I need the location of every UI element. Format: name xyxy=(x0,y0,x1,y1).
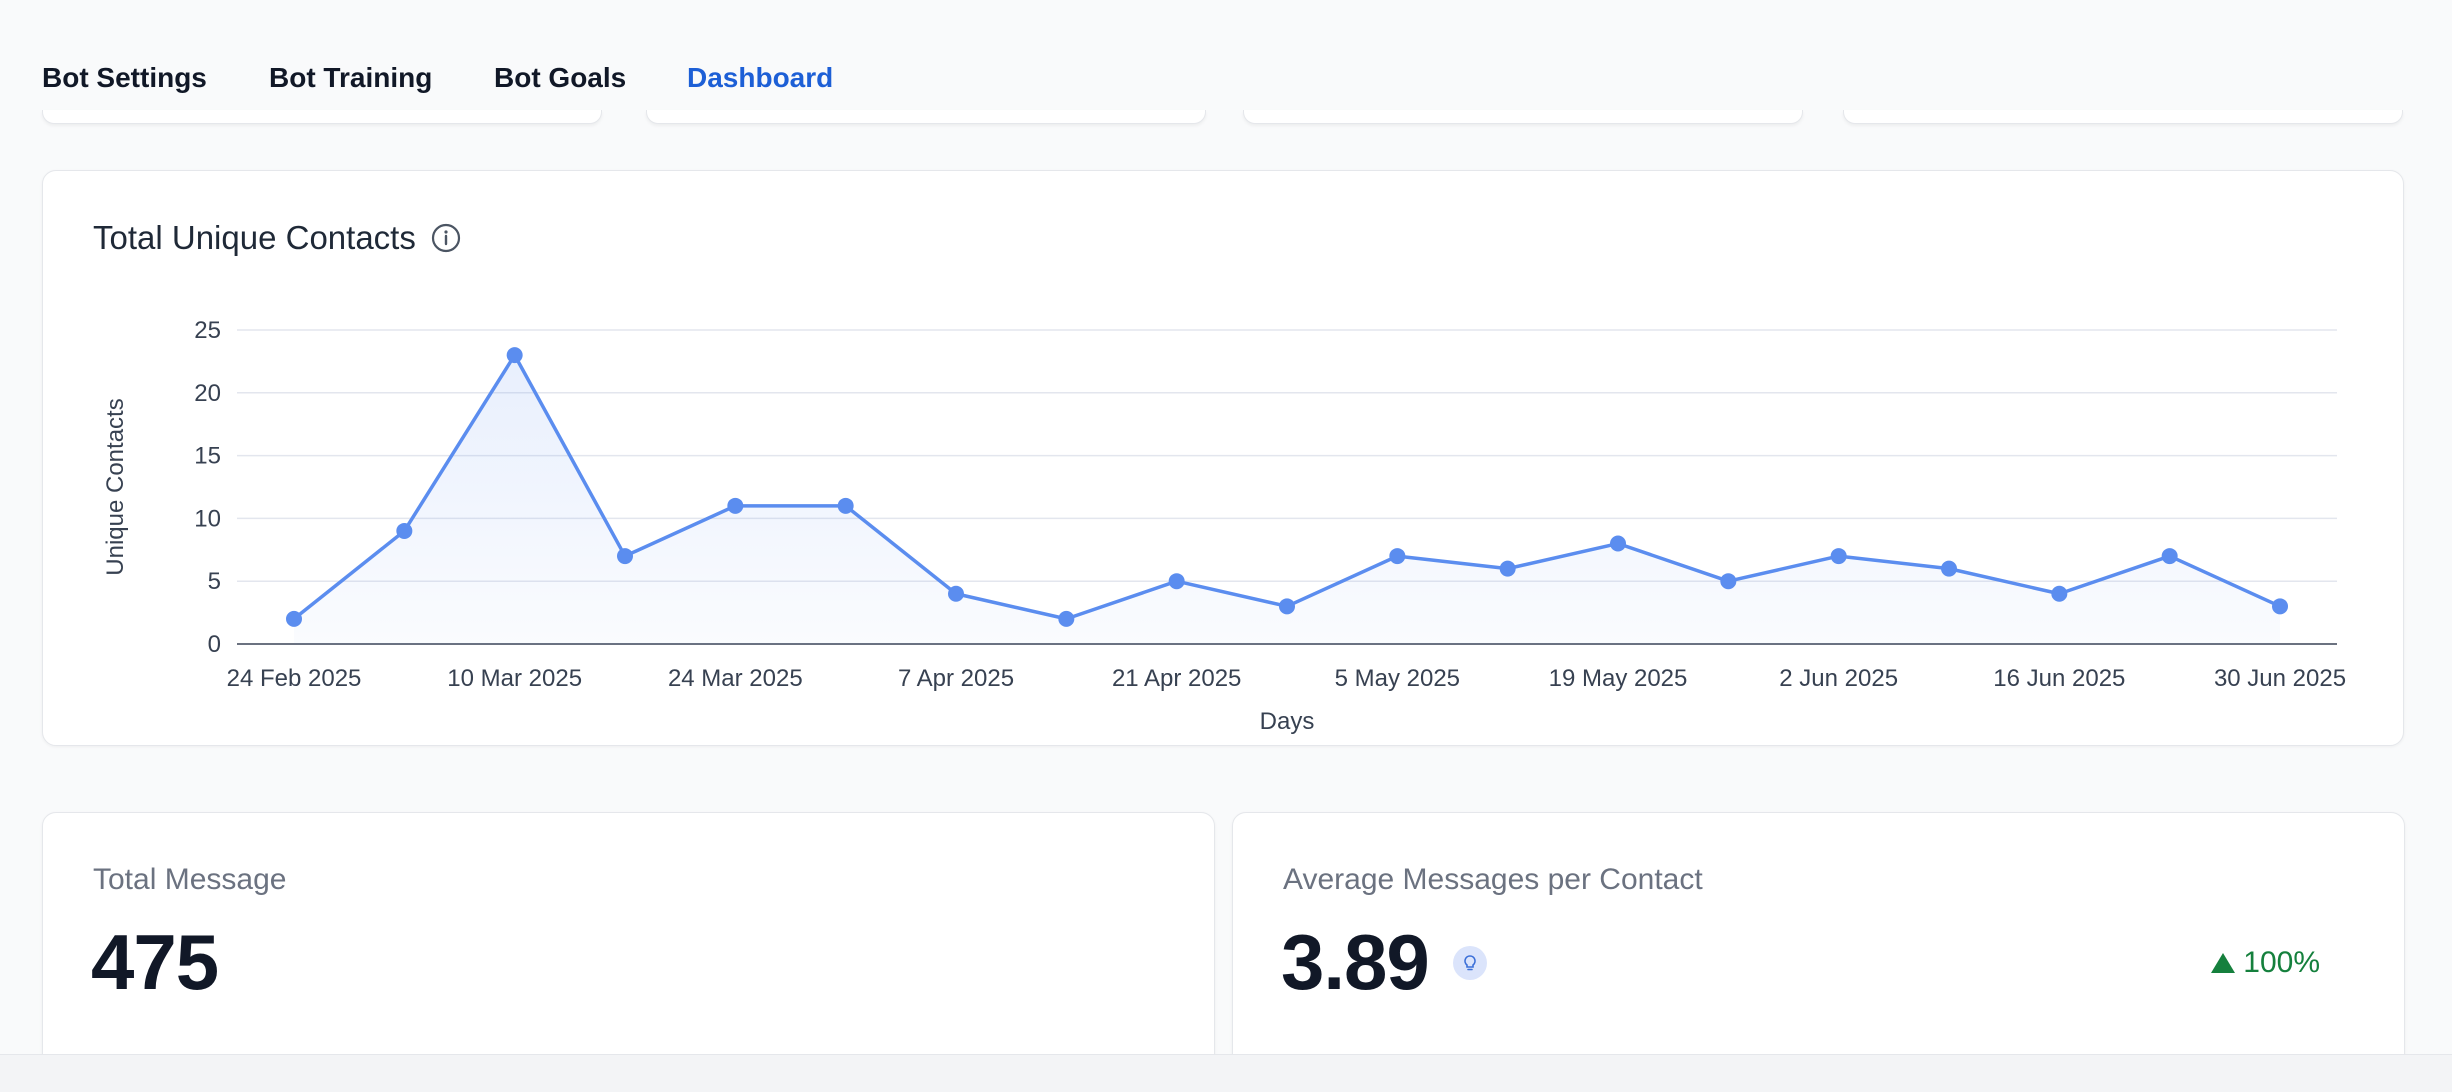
x-tick-label: 5 May 2025 xyxy=(1335,665,1460,692)
x-tick-label: 16 Jun 2025 xyxy=(1993,665,2125,692)
data-point xyxy=(1499,560,1516,577)
data-point xyxy=(1610,535,1626,552)
x-tick-label: 24 Mar 2025 xyxy=(668,665,803,692)
scrolled-card-edge xyxy=(1243,110,1803,124)
data-point xyxy=(396,522,413,539)
triangle-up-icon xyxy=(2211,953,2236,973)
x-tick-label: 7 Apr 2025 xyxy=(898,665,1014,692)
total-message-card: Total Message 475 xyxy=(42,812,1215,1092)
x-tick-label: 2 Jun 2025 xyxy=(1779,665,1898,692)
line-chart: 0 5 10 15 20 25 24 Feb 2025 10 Mar 2025 24 Mar 2… xyxy=(102,317,2346,735)
data-point xyxy=(1720,573,1737,590)
data-point xyxy=(2272,598,2288,615)
chart-header: Total Unique Contacts xyxy=(93,219,462,257)
page-bottom-edge xyxy=(0,1054,2452,1092)
info-icon[interactable] xyxy=(430,222,462,254)
data-point xyxy=(1279,598,1295,615)
y-tick-label: 15 xyxy=(194,443,221,470)
data-point xyxy=(1058,610,1075,627)
data-point xyxy=(948,585,964,602)
stat-label: Average Messages per Contact xyxy=(1283,863,1703,896)
tab-bar: Bot Settings Bot Training Bot Goals Dash… xyxy=(0,0,2452,124)
y-tick-label: 10 xyxy=(194,505,221,532)
x-tick-label: 24 Feb 2025 xyxy=(227,665,362,692)
data-point xyxy=(506,347,523,364)
average-messages-card: Average Messages per Contact 3.89 100% xyxy=(1232,812,2405,1092)
tab-bot-settings[interactable]: Bot Settings xyxy=(42,62,207,93)
data-point xyxy=(727,497,744,514)
y-tick-label: 5 xyxy=(208,568,221,595)
x-tick-label: 10 Mar 2025 xyxy=(447,665,582,692)
tab-dashboard[interactable]: Dashboard xyxy=(687,62,834,93)
chart-title: Total Unique Contacts xyxy=(93,219,416,256)
y-tick-label: 20 xyxy=(194,380,221,407)
stat-label: Total Message xyxy=(93,863,287,896)
x-tick-label: 21 Apr 2025 xyxy=(1112,665,1241,692)
data-point xyxy=(2161,548,2178,565)
series-area xyxy=(294,355,2280,644)
data-point xyxy=(837,497,854,514)
data-point xyxy=(1389,548,1406,565)
tab-bot-goals[interactable]: Bot Goals xyxy=(494,62,627,93)
data-point xyxy=(1830,548,1847,565)
x-tick-label: 30 Jun 2025 xyxy=(2214,665,2346,692)
y-tick-label: 0 xyxy=(208,631,221,658)
y-axis-title: Unique Contacts xyxy=(102,398,129,575)
data-point xyxy=(1168,573,1185,590)
scrolled-card-edge xyxy=(1843,110,2403,124)
data-point xyxy=(617,548,633,565)
total-unique-contacts-card: Total Unique Contacts 0 5 10 15 20 25 24 Feb 2… xyxy=(42,170,2404,746)
change-value: 100% xyxy=(2243,946,2320,979)
stat-value: 475 xyxy=(91,918,219,1006)
scrolled-card-edge xyxy=(42,110,602,124)
scrolled-card-edge xyxy=(646,110,1206,124)
change-indicator: 100% xyxy=(2211,946,2320,980)
data-point xyxy=(286,610,302,627)
data-point xyxy=(2051,585,2068,602)
data-point xyxy=(1941,560,1957,577)
tab-bot-training[interactable]: Bot Training xyxy=(269,62,433,93)
x-tick-label: 19 May 2025 xyxy=(1549,665,1688,692)
x-axis-title: Days xyxy=(1260,708,1315,735)
y-tick-label: 25 xyxy=(194,317,221,344)
stat-value: 3.89 xyxy=(1281,918,1430,1006)
lightbulb-icon[interactable] xyxy=(1453,946,1487,980)
